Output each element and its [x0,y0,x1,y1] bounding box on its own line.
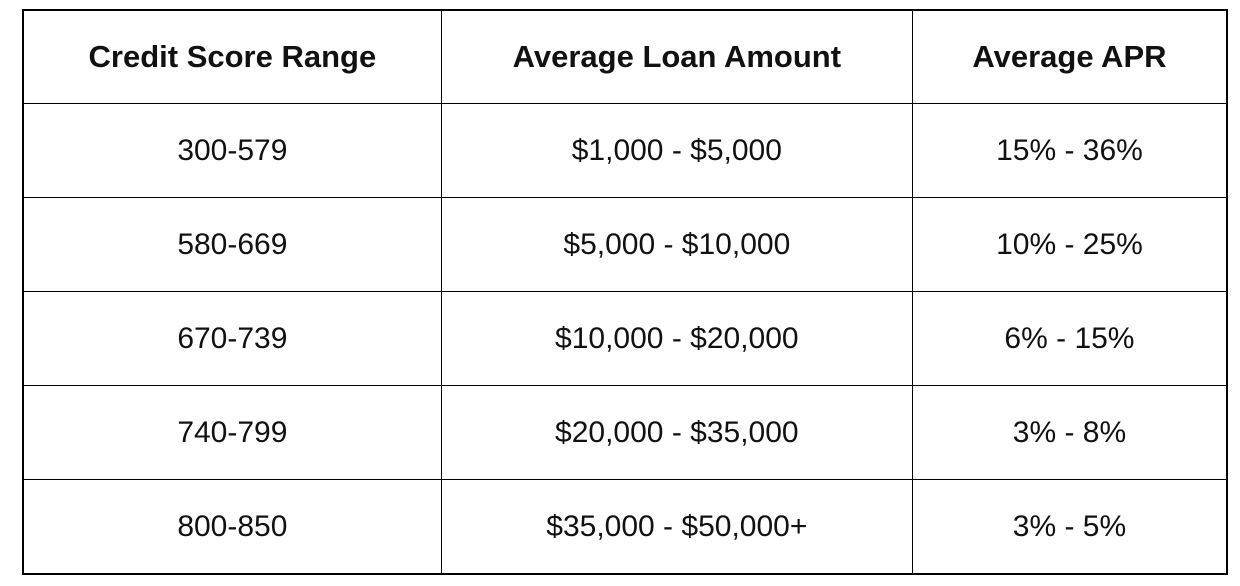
cell-credit-score: 300-579 [22,103,442,198]
cell-credit-score: 800-850 [22,479,442,575]
cell-loan-amount: $5,000 - $10,000 [440,197,913,292]
cell-apr: 6% - 15% [911,291,1228,386]
header-average-loan-amount: Average Loan Amount [440,9,913,104]
header-average-apr: Average APR [911,9,1228,104]
header-row: Credit Score Range Average Loan Amount A… [22,9,1228,104]
cell-credit-score: 740-799 [22,385,442,480]
cell-apr: 3% - 5% [911,479,1228,575]
cell-apr: 10% - 25% [911,197,1228,292]
table-row: 300-579 $1,000 - $5,000 15% - 36% [22,103,1228,198]
cell-apr: 15% - 36% [911,103,1228,198]
table-row: 670-739 $10,000 - $20,000 6% - 15% [22,291,1228,386]
header-credit-score-range: Credit Score Range [22,9,442,104]
table-row: 580-669 $5,000 - $10,000 10% - 25% [22,197,1228,292]
cell-loan-amount: $20,000 - $35,000 [440,385,913,480]
table-row: 740-799 $20,000 - $35,000 3% - 8% [22,385,1228,480]
cell-apr: 3% - 8% [911,385,1228,480]
cell-loan-amount: $10,000 - $20,000 [440,291,913,386]
cell-credit-score: 580-669 [22,197,442,292]
cell-loan-amount: $1,000 - $5,000 [440,103,913,198]
table-row: 800-850 $35,000 - $50,000+ 3% - 5% [22,479,1228,575]
credit-loan-table: Credit Score Range Average Loan Amount A… [22,9,1228,575]
cell-loan-amount: $35,000 - $50,000+ [440,479,913,575]
cell-credit-score: 670-739 [22,291,442,386]
